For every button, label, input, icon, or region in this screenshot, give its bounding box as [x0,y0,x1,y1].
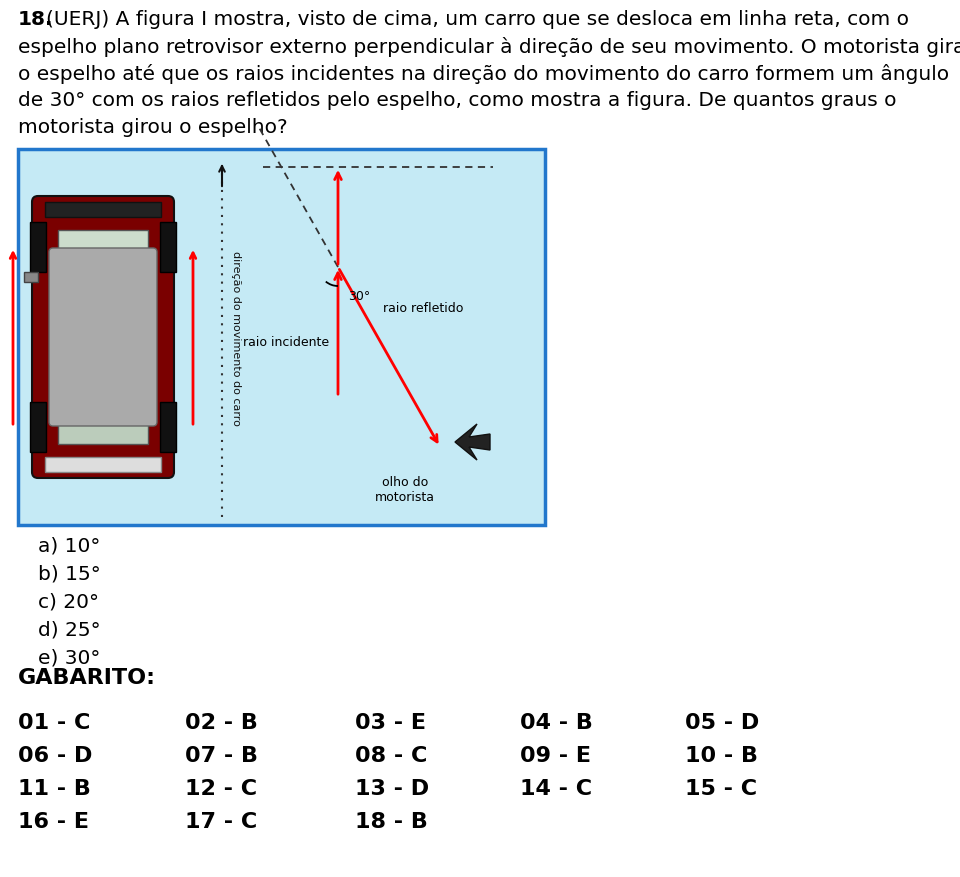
Text: 17 - C: 17 - C [185,811,257,831]
Bar [160,403,176,453]
Bar [45,203,161,217]
Text: GABARITO:: GABARITO: [18,667,156,688]
Text: 01 - C: 01 - C [18,712,90,732]
Text: 08 - C: 08 - C [355,745,427,765]
Text: direção do movimento do carro: direção do movimento do carro [231,250,241,425]
Text: 13 - D: 13 - D [355,778,429,798]
Text: 05 - D: 05 - D [685,712,759,732]
Text: 11 - B: 11 - B [18,778,91,798]
Text: 15 - C: 15 - C [685,778,757,798]
Text: 30°: 30° [348,289,371,303]
Text: 18.: 18. [18,10,54,29]
Text: 16 - E: 16 - E [18,811,89,831]
Bar [30,223,46,273]
Text: de 30° com os raios refletidos pelo espelho, como mostra a figura. De quantos gr: de 30° com os raios refletidos pelo espe… [18,91,897,110]
Bar [18,150,545,525]
Text: olho do
motorista: olho do motorista [375,475,435,503]
Text: 18 - B: 18 - B [355,811,428,831]
Text: espelho plano retrovisor externo perpendicular à direção de seu movimento. O mot: espelho plano retrovisor externo perpend… [18,37,960,57]
Bar [58,410,148,445]
Text: motorista girou o espelho?: motorista girou o espelho? [18,118,288,137]
Text: 06 - D: 06 - D [18,745,92,765]
Text: d) 25°: d) 25° [38,619,101,638]
Text: 09 - E: 09 - E [520,745,591,765]
Bar [30,403,46,453]
Text: b) 15°: b) 15° [38,563,101,582]
Polygon shape [455,424,490,460]
Text: 04 - B: 04 - B [520,712,593,732]
Bar [58,231,148,275]
Text: 02 - B: 02 - B [185,712,258,732]
Text: o espelho até que os raios incidentes na direção do movimento do carro formem um: o espelho até que os raios incidentes na… [18,64,949,84]
Bar [45,458,161,473]
FancyBboxPatch shape [32,196,174,479]
Text: 10 - B: 10 - B [685,745,758,765]
Text: a) 10°: a) 10° [38,535,101,554]
Text: raio refletido: raio refletido [383,301,464,314]
Text: 07 - B: 07 - B [185,745,258,765]
Text: (UERJ) A figura I mostra, visto de cima, um carro que se desloca em linha reta, : (UERJ) A figura I mostra, visto de cima,… [46,10,909,29]
FancyBboxPatch shape [49,249,157,426]
Bar [160,223,176,273]
Text: 12 - C: 12 - C [185,778,257,798]
Text: e) 30°: e) 30° [38,647,101,667]
Text: 14 - C: 14 - C [520,778,592,798]
Text: c) 20°: c) 20° [38,591,99,610]
Text: 03 - E: 03 - E [355,712,426,732]
Text: raio incidente: raio incidente [243,336,329,349]
Bar [24,273,38,282]
